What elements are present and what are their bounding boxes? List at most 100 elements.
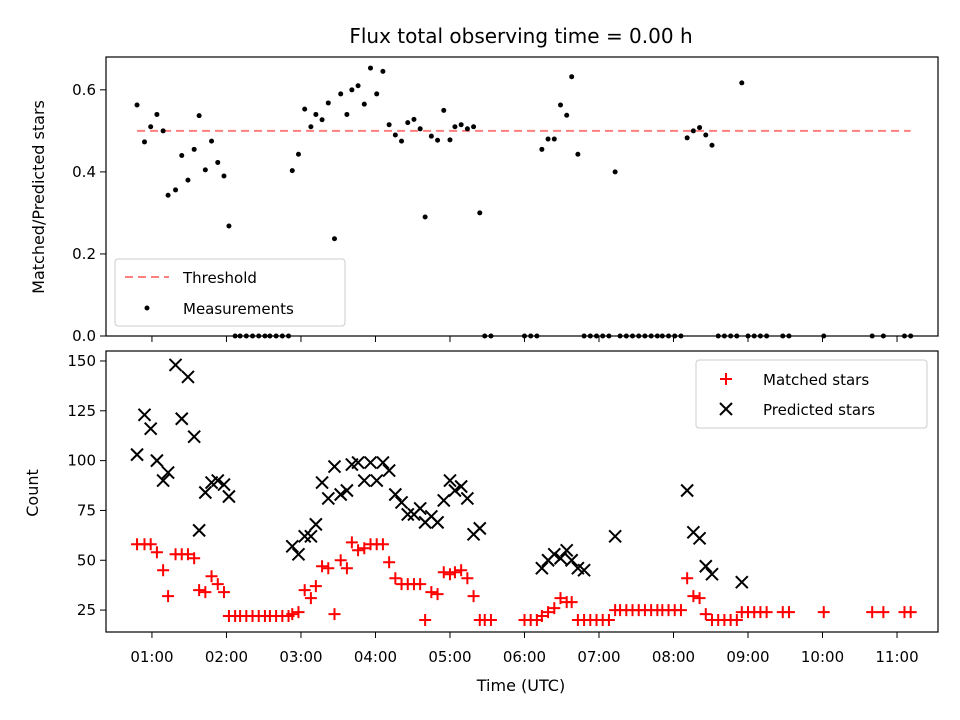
matched-marker	[681, 572, 693, 584]
top-y-tick-label: 0.4	[72, 163, 96, 181]
predicted-marker	[365, 457, 377, 469]
predicted-marker	[358, 475, 370, 487]
measurement-point	[739, 80, 744, 85]
measurement-point	[435, 138, 440, 143]
measurement-point	[290, 168, 295, 173]
bottom-y-tick-label: 75	[77, 501, 96, 519]
matched-marker	[157, 564, 169, 576]
predicted-marker	[182, 371, 194, 383]
measurement-point	[636, 334, 641, 339]
matched-marker	[145, 538, 157, 550]
predicted-marker	[286, 540, 298, 552]
measurement-point	[418, 126, 423, 131]
measurement-point	[203, 167, 208, 172]
matched-marker	[905, 606, 917, 618]
top-y-tick-label: 0.0	[72, 327, 96, 345]
matched-marker	[322, 562, 334, 574]
predicted-marker	[396, 496, 408, 508]
measurement-point	[722, 334, 727, 339]
matched-marker	[383, 556, 395, 568]
top-y-tick-label: 0.2	[72, 245, 96, 263]
matched-marker	[866, 606, 878, 618]
measurement-point	[387, 122, 392, 127]
matched-marker	[335, 554, 347, 566]
measurement-point	[267, 334, 272, 339]
measurement-point	[192, 147, 197, 152]
predicted-marker	[389, 488, 401, 500]
x-tick-label: 08:00	[652, 648, 695, 666]
matched-marker	[389, 572, 401, 584]
x-tick-label: 09:00	[726, 648, 769, 666]
measurement-point	[380, 69, 385, 74]
predicted-marker	[455, 481, 467, 493]
predicted-marker	[316, 477, 328, 489]
predicted-marker	[432, 516, 444, 528]
measurement-point	[238, 334, 243, 339]
predicted-marker	[335, 488, 347, 500]
top-y-axis-label: Matched/Predicted stars	[29, 100, 48, 294]
measurement-point	[344, 112, 349, 117]
measurement-point	[405, 120, 410, 125]
legend-matched-label: Matched stars	[763, 371, 869, 389]
matched-marker	[468, 590, 480, 602]
matched-marker	[818, 606, 830, 618]
measurement-point	[215, 160, 220, 165]
x-tick-label: 04:00	[354, 648, 397, 666]
measurement-point	[569, 74, 574, 79]
matched-marker	[455, 564, 467, 576]
matched-marker	[206, 570, 218, 582]
matched-marker	[162, 590, 174, 602]
measurement-point	[459, 122, 464, 127]
measurement-point	[582, 334, 587, 339]
matched-marker	[377, 538, 389, 550]
measurement-point	[552, 137, 557, 142]
predicted-marker	[131, 449, 143, 461]
measurement-point	[326, 100, 331, 105]
bottom-legend: Matched stars Predicted stars	[696, 360, 927, 428]
measurement-point	[233, 334, 238, 339]
measurement-point	[429, 134, 434, 139]
matched-marker	[212, 578, 224, 590]
measurement-point	[338, 91, 343, 96]
measurement-point	[613, 169, 618, 174]
chart-figure: Flux total observing time = 0.00 h Match…	[0, 0, 960, 720]
measurement-point	[666, 334, 671, 339]
x-tick-label: 10:00	[801, 648, 844, 666]
predicted-marker	[461, 492, 473, 504]
legend-predicted-label: Predicted stars	[763, 401, 875, 419]
predicted-marker	[299, 530, 311, 542]
matched-marker	[694, 592, 706, 604]
predicted-marker	[548, 548, 560, 560]
matched-marker	[346, 536, 358, 548]
matched-marker	[305, 592, 317, 604]
top-legend: Threshold Measurements	[115, 259, 345, 326]
measurement-point	[780, 334, 785, 339]
measurement-point	[522, 334, 527, 339]
predicted-marker	[377, 457, 389, 469]
measurement-point	[691, 128, 696, 133]
bottom-y-ticks: 255075100125150	[67, 352, 106, 619]
measurement-point	[185, 178, 190, 183]
measurement-point	[764, 334, 769, 339]
measurement-point	[349, 87, 354, 92]
measurement-point	[534, 334, 539, 339]
measurement-point	[477, 210, 482, 215]
measurement-point	[393, 132, 398, 137]
predicted-marker	[151, 455, 163, 467]
measurement-point	[624, 334, 629, 339]
predicted-marker	[322, 492, 334, 504]
matched-marker	[199, 586, 211, 598]
matched-marker	[432, 588, 444, 600]
predicted-marker	[305, 530, 317, 542]
predicted-marker	[310, 518, 322, 530]
measurement-point	[758, 334, 763, 339]
measurement-point	[161, 128, 166, 133]
bottom-y-tick-label: 50	[77, 551, 96, 569]
measurement-point	[280, 334, 285, 339]
measurement-point	[539, 147, 544, 152]
bottom-y-tick-label: 150	[67, 352, 96, 370]
measurement-point	[320, 117, 325, 122]
measurement-point	[908, 334, 913, 339]
predicted-marker	[706, 568, 718, 580]
matched-marker	[310, 580, 322, 592]
